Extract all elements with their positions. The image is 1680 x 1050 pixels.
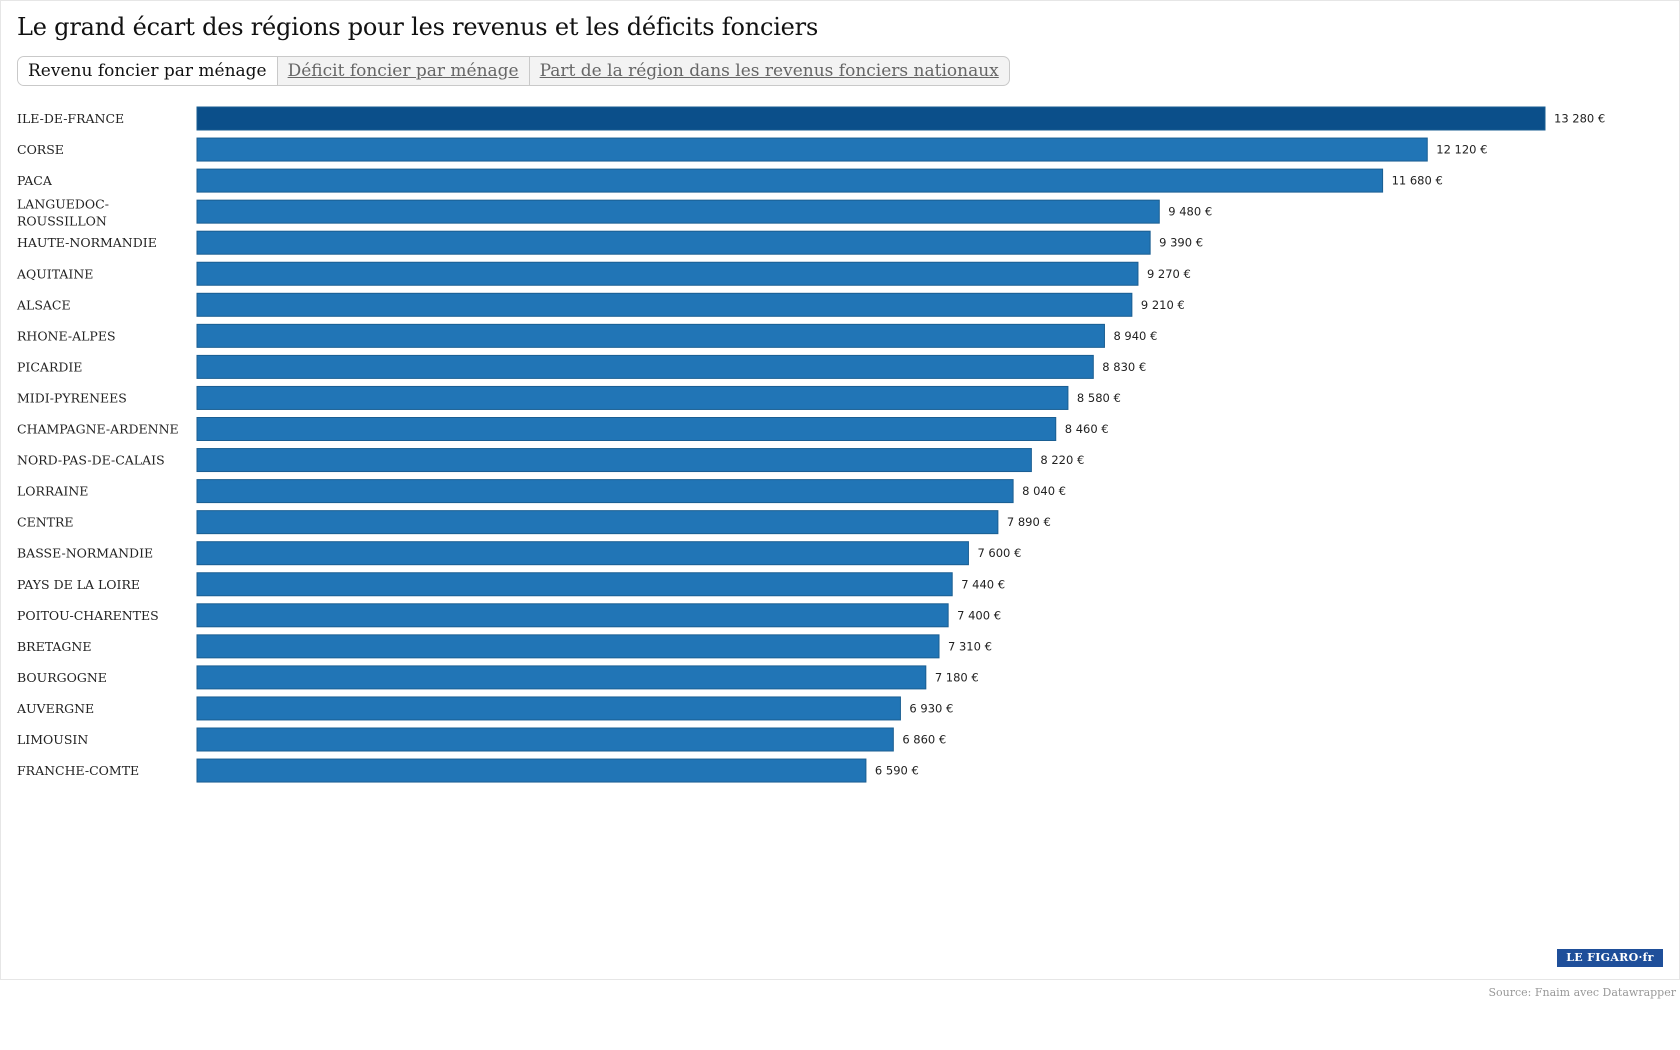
bar-champagne-ardenne (196, 417, 1057, 441)
bar-auvergne (196, 696, 901, 721)
category-label-aquitaine: AQUITAINE (16, 266, 93, 281)
bar-nord-pas-de-calais (196, 448, 1032, 473)
chart-title: Le grand écart des régions pour les reve… (17, 13, 819, 41)
value-label-aquitaine: 9 270 € (1147, 267, 1191, 281)
bar-lorraine (196, 479, 1014, 504)
value-label-midi-pyrenees: 8 580 € (1077, 391, 1121, 405)
chart-frame: Le grand écart des régions pour les reve… (0, 0, 1680, 980)
category-label-bretagne: BRETAGNE (17, 639, 91, 654)
tab-part-region[interactable]: Part de la région dans les revenus fonci… (528, 57, 1009, 85)
bar-aquitaine (196, 261, 1139, 286)
category-label-ile-de-france: ILE-DE-FRANCE (17, 111, 124, 126)
value-label-basse-normandie: 7 600 € (977, 546, 1021, 560)
bar-basse-normandie (196, 541, 969, 566)
tab-deficit-foncier[interactable]: Déficit foncier par ménage (276, 57, 529, 85)
category-label-corse: CORSE (17, 142, 64, 157)
category-label-basse-normandie: BASSE-NORMANDIE (17, 546, 153, 561)
category-label-poitou-charentes: POITOU-CHARENTES (17, 608, 159, 623)
source-note: Source: Fnaim avec Datawrapper (1488, 986, 1676, 999)
value-label-picardie: 8 830 € (1102, 360, 1146, 374)
category-label-franche-comte: FRANCHE-COMTE (17, 763, 139, 778)
bar-centre (196, 510, 999, 535)
category-label-limousin: LIMOUSIN (17, 732, 88, 747)
bar-ile-de-france (196, 106, 1546, 131)
bar-haute-normandie (196, 230, 1151, 255)
category-label-midi-pyrenees: MIDI-PYRENEES (17, 390, 127, 405)
category-label-haute-normandie: HAUTE-NORMANDIE (17, 235, 157, 250)
value-label-champagne-ardenne: 8 460 € (1065, 422, 1109, 436)
category-label-champagne-ardenne: CHAMPAGNE-ARDENNE (17, 422, 179, 437)
category-label-auvergne: AUVERGNE (16, 701, 94, 716)
value-label-limousin: 6 860 € (902, 733, 946, 747)
value-label-bretagne: 7 310 € (948, 639, 992, 653)
category-label-paca: PACA (17, 173, 53, 188)
value-label-bourgogne: 7 180 € (935, 670, 979, 684)
value-label-lorraine: 8 040 € (1022, 484, 1066, 498)
value-label-auvergne: 6 930 € (909, 701, 953, 715)
value-label-rhone-alpes: 8 940 € (1113, 329, 1157, 343)
category-label-nord-pas-de-calais: NORD-PAS-DE-CALAIS (17, 453, 165, 468)
value-label-poitou-charentes: 7 400 € (957, 608, 1001, 622)
value-label-ile-de-france: 13 280 € (1554, 112, 1605, 126)
value-label-languedoc-roussillon: 9 480 € (1168, 205, 1212, 219)
tab-revenu-foncier[interactable]: Revenu foncier par ménage (18, 57, 277, 85)
value-label-paca: 11 680 € (1392, 174, 1443, 188)
tab-bar: Revenu foncier par ménage Déficit foncie… (17, 56, 1010, 86)
value-label-franche-comte: 6 590 € (875, 764, 919, 778)
value-label-alsace: 9 210 € (1141, 298, 1185, 312)
bar-corse (196, 137, 1428, 162)
bar-alsace (196, 292, 1133, 317)
bar-franche-comte (196, 758, 867, 783)
category-label-pays-de-la-loire: PAYS DE LA LOIRE (17, 577, 140, 592)
bar-midi-pyrenees (196, 385, 1069, 410)
bar-chart: ILE-DE-FRANCE 13 280 € CORSE 12 120 € PACA 11… (16, 106, 1605, 783)
le-figaro-logo: LE FIGARO·fr (1557, 949, 1663, 967)
bar-bretagne (196, 634, 940, 659)
category-label-alsace: ALSACE (16, 297, 71, 312)
value-label-nord-pas-de-calais: 8 220 € (1040, 453, 1084, 467)
value-label-haute-normandie: 9 390 € (1159, 236, 1203, 250)
category-label-picardie: PICARDIE (17, 359, 82, 374)
value-label-corse: 12 120 € (1436, 143, 1487, 157)
category-label-languedoc-roussillon: LANGUEDOC-ROUSSILLON (17, 197, 109, 229)
bar-picardie (196, 354, 1094, 379)
bar-rhone-alpes (196, 323, 1105, 348)
value-label-centre: 7 890 € (1007, 515, 1051, 529)
category-label-lorraine: LORRAINE (17, 484, 88, 499)
bar-paca (196, 168, 1384, 193)
value-label-pays-de-la-loire: 7 440 € (961, 577, 1005, 591)
bar-limousin (196, 727, 894, 752)
category-label-bourgogne: BOURGOGNE (17, 670, 107, 685)
bar-pays-de-la-loire (196, 572, 953, 597)
bar-languedoc-roussillon (196, 199, 1160, 224)
bar-poitou-charentes (196, 603, 949, 628)
category-label-centre: CENTRE (17, 515, 74, 530)
bar-bourgogne (196, 665, 927, 690)
category-label-rhone-alpes: RHONE-ALPES (17, 328, 116, 343)
